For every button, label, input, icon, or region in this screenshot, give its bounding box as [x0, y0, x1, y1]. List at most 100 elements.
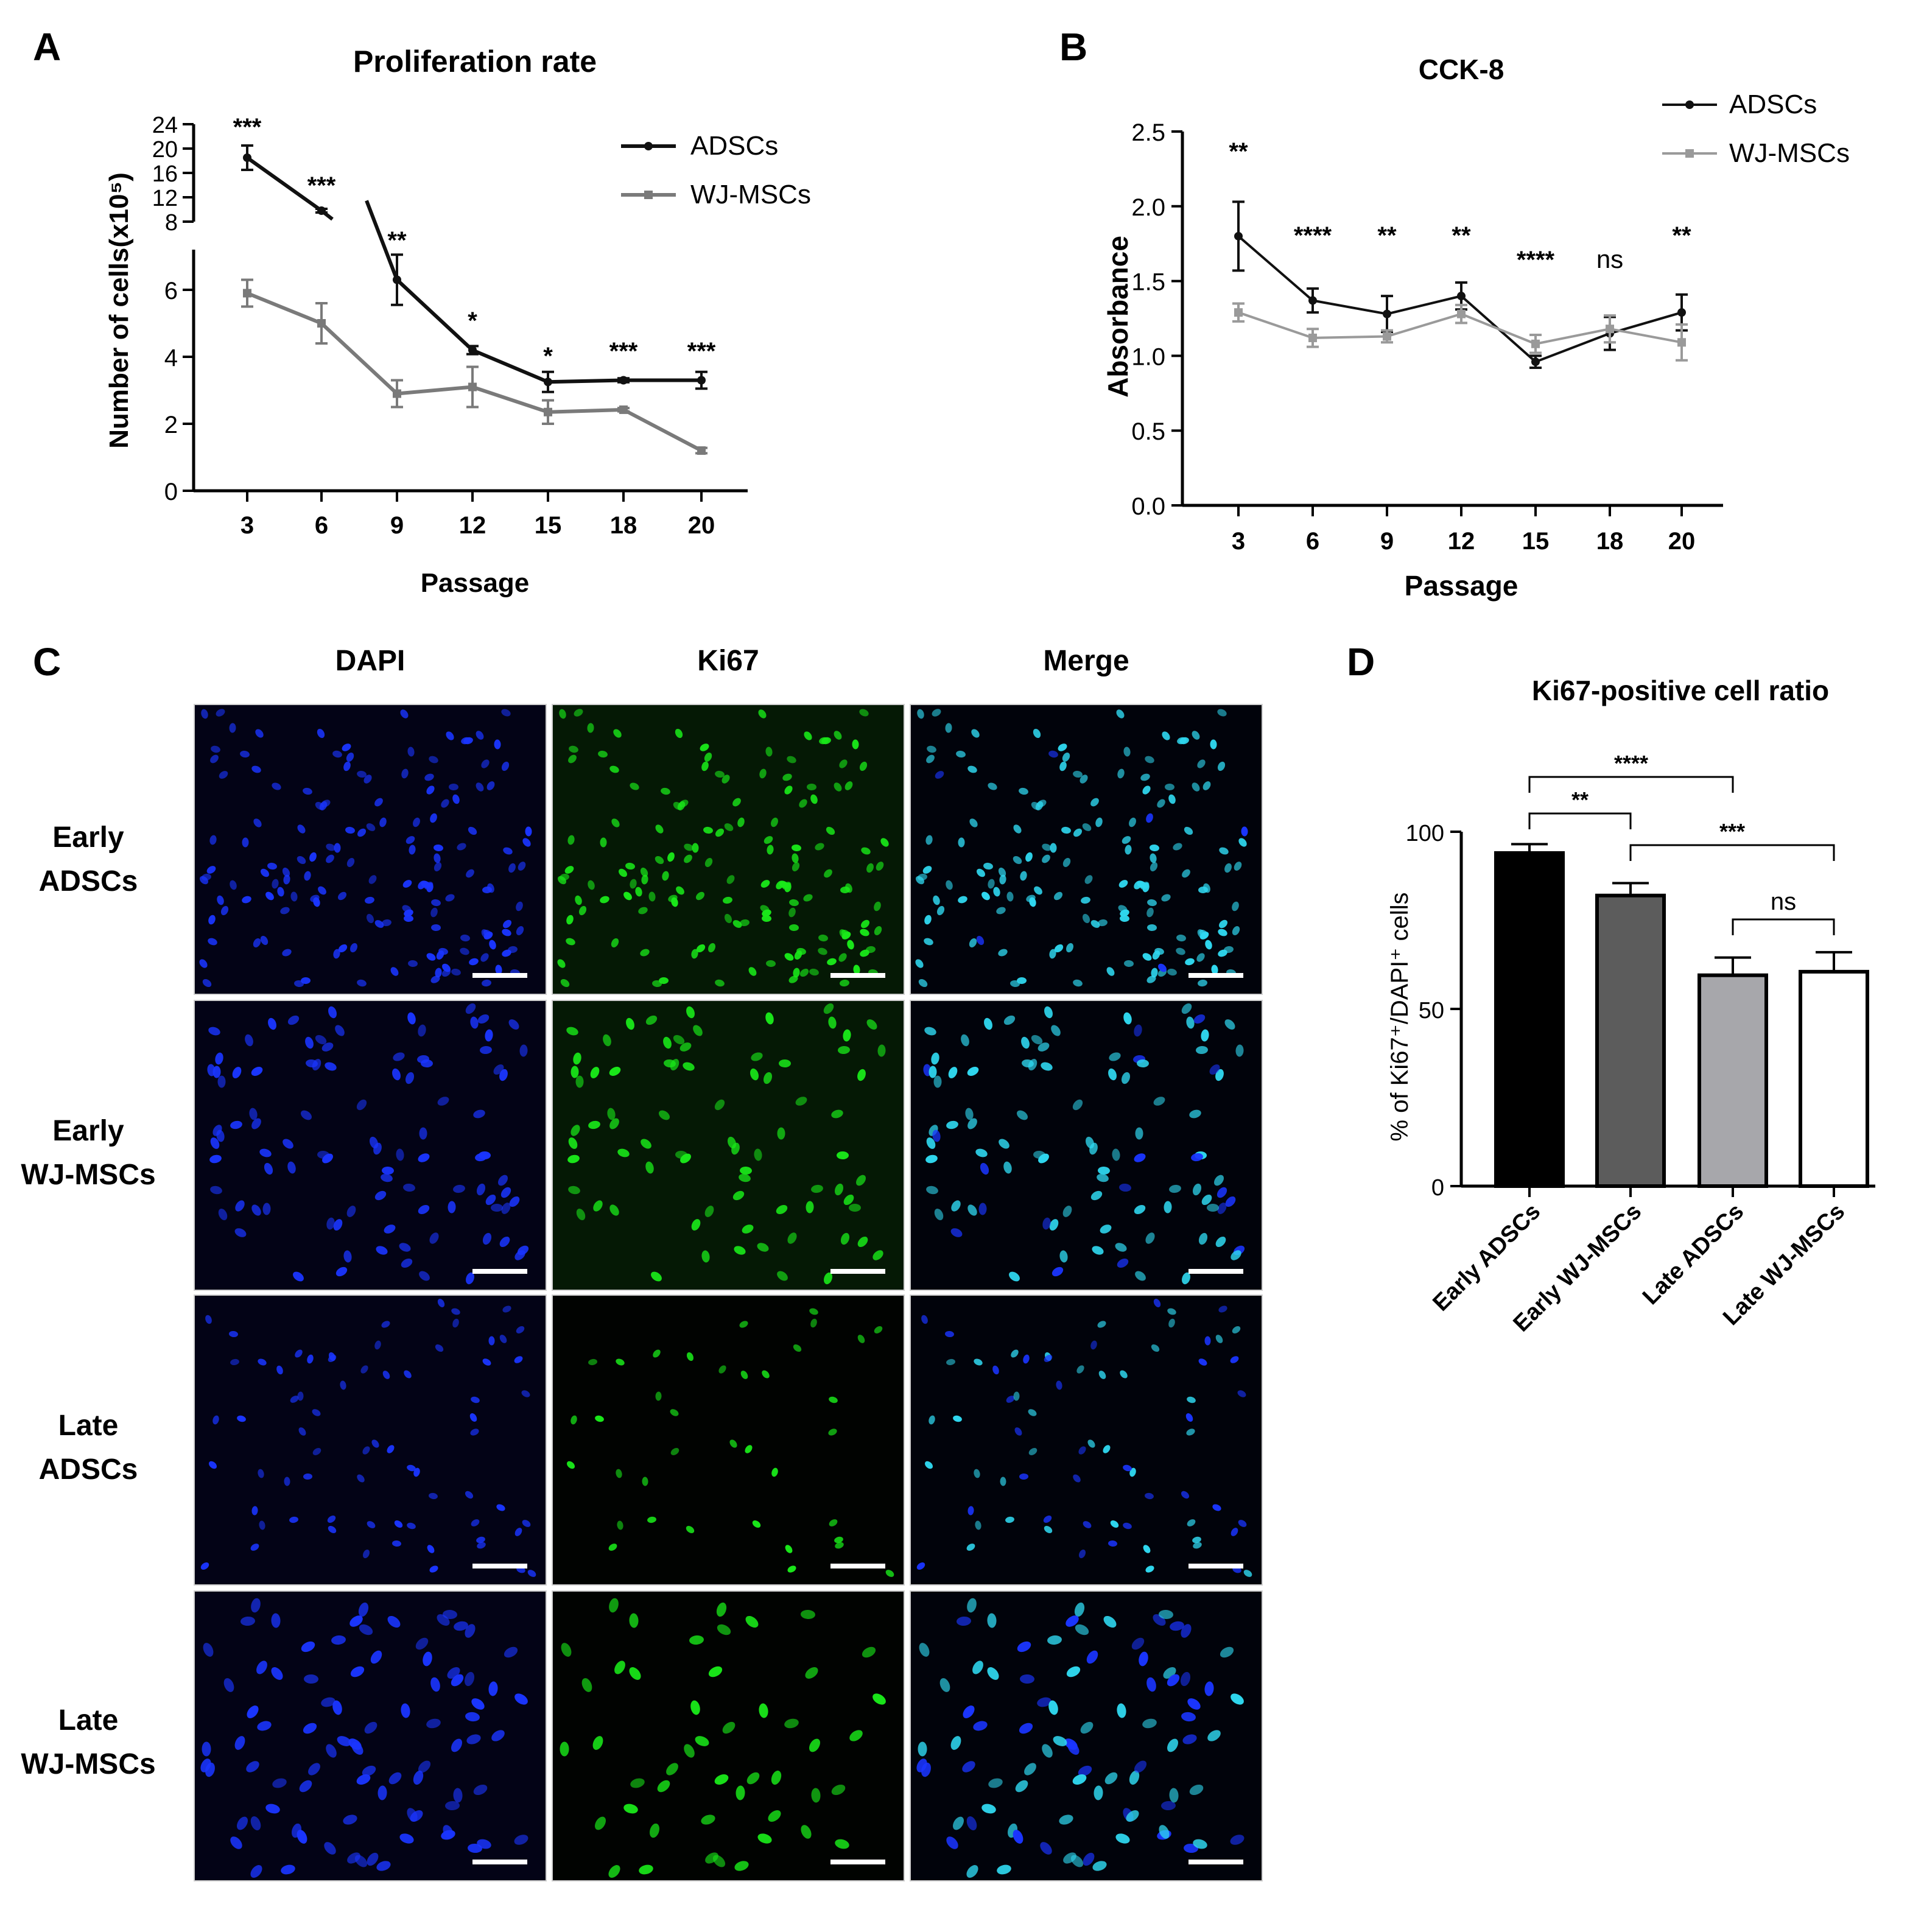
nucleus — [342, 1813, 359, 1827]
significance-label: * — [468, 307, 477, 334]
nucleus — [453, 1787, 463, 1803]
nucleus — [448, 1200, 456, 1214]
nucleus — [765, 746, 774, 757]
nucleus — [1115, 1702, 1127, 1718]
point-adscs — [619, 376, 628, 385]
nucleus — [924, 1154, 939, 1165]
nucleus — [479, 951, 491, 963]
nucleus — [1179, 1001, 1194, 1016]
x-tick-label: 6 — [1306, 528, 1319, 555]
nucleus — [978, 1161, 991, 1176]
nucleus — [201, 873, 212, 882]
nucleus — [1081, 913, 1091, 925]
nucleus — [566, 1136, 579, 1151]
nucleus — [1081, 1519, 1093, 1530]
scale-bar — [1188, 973, 1243, 978]
nucleus — [266, 1016, 278, 1031]
nucleus — [497, 1234, 512, 1249]
nucleus — [580, 1676, 594, 1694]
nucleus — [1031, 728, 1042, 740]
nucleus — [416, 1151, 431, 1164]
series-line-wjmscs — [320, 321, 399, 395]
nucleus — [448, 784, 459, 791]
nucleus — [879, 836, 891, 848]
nucleus — [764, 1011, 775, 1025]
nucleus — [944, 1330, 955, 1338]
nucleus — [301, 1720, 319, 1736]
nucleus — [1123, 960, 1134, 968]
nucleus — [839, 978, 850, 987]
nucleus — [1217, 927, 1229, 938]
nucleus — [514, 924, 525, 936]
nucleus — [732, 1245, 747, 1257]
nucleus — [587, 723, 595, 733]
nucleus — [766, 1808, 784, 1824]
point-wjmscs — [1383, 332, 1391, 341]
nucleus — [500, 927, 513, 938]
y-tick-label: 0.5 — [1131, 418, 1165, 445]
nucleus — [746, 965, 759, 978]
nucleus — [700, 1250, 711, 1263]
nucleus — [1040, 853, 1053, 865]
nucleus — [725, 873, 737, 886]
nucleus — [400, 768, 410, 779]
nucleus — [924, 753, 936, 765]
nucleus — [938, 1676, 952, 1694]
nucleus — [601, 1033, 613, 1048]
nucleus — [355, 1473, 367, 1484]
nucleus — [507, 862, 517, 874]
nucleus — [872, 900, 883, 912]
nucleus — [655, 1391, 662, 1402]
nucleus — [526, 1568, 538, 1579]
nucleus — [751, 1519, 762, 1530]
nucleus — [286, 1013, 301, 1027]
nucleus — [345, 1204, 358, 1219]
nucleus — [1083, 873, 1095, 886]
nucleus — [1056, 742, 1069, 753]
nucleus — [759, 878, 771, 890]
nucleus — [785, 754, 798, 765]
nucleus — [1152, 1095, 1167, 1108]
nucleus — [267, 862, 278, 871]
nucleus — [1011, 823, 1023, 835]
nucleus — [436, 1095, 451, 1108]
nucleus — [760, 1369, 771, 1380]
nucleus — [1164, 1200, 1172, 1214]
nucleus — [1097, 1166, 1111, 1175]
nucleus — [1217, 918, 1229, 930]
nucleus — [293, 1347, 304, 1359]
y-tick-label: 1.0 — [1131, 343, 1165, 370]
nucleus — [803, 1664, 821, 1681]
nucleus — [789, 924, 799, 932]
x-tick-label: 9 — [390, 512, 404, 539]
nucleus — [436, 1297, 446, 1308]
nucleus — [1204, 939, 1213, 950]
nucleus — [916, 708, 925, 720]
nucleus — [849, 1204, 862, 1212]
x-axis-label: Passage — [421, 568, 530, 598]
nucleus — [1042, 1524, 1054, 1535]
nucleus — [230, 1119, 244, 1130]
nucleus — [967, 1506, 975, 1516]
nucleus — [382, 1222, 397, 1235]
nucleus — [249, 1542, 261, 1553]
nucleus — [481, 978, 492, 987]
series-line-adscs — [395, 278, 474, 352]
nucleus — [408, 844, 416, 855]
nucleus — [1132, 1151, 1147, 1164]
nucleus — [1065, 1663, 1083, 1679]
nucleus — [452, 1184, 466, 1194]
nucleus — [843, 780, 854, 792]
nucleus — [1072, 978, 1083, 988]
legend-marker-adscs — [1685, 100, 1694, 109]
nucleus — [281, 1137, 295, 1151]
nucleus — [416, 1203, 431, 1217]
nucleus — [1184, 957, 1196, 967]
nucleus — [459, 934, 471, 943]
nucleus — [1206, 1727, 1223, 1744]
significance-label: **** — [1294, 222, 1332, 249]
series-line-wjmscs — [246, 291, 323, 325]
nucleus — [774, 1269, 790, 1283]
point-wjmscs — [1308, 333, 1317, 342]
nucleus — [824, 824, 837, 837]
